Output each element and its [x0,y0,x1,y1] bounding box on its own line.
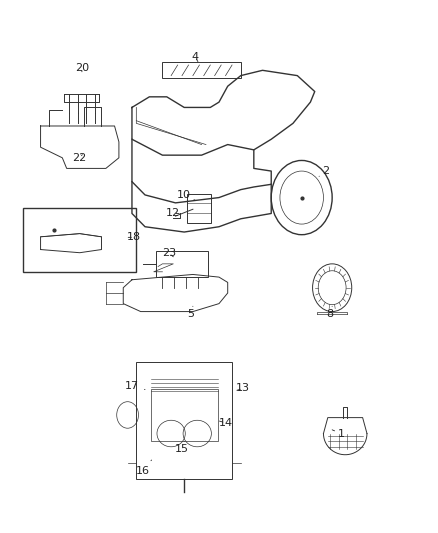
Text: 5: 5 [187,306,194,319]
Bar [156,251,208,277]
Text: 1: 1 [332,429,344,439]
Text: 16: 16 [136,460,152,475]
Text: 12: 12 [166,208,180,219]
Text: 4: 4 [191,52,198,62]
Text: 22: 22 [73,153,87,163]
Bar [136,362,232,479]
Text: 2: 2 [319,166,329,176]
Text: 17: 17 [125,381,145,391]
Text: 10: 10 [177,190,195,200]
Text: 14: 14 [219,418,233,428]
Text: 23: 23 [162,248,176,259]
Text: 15: 15 [175,441,189,455]
Bar [162,62,241,78]
Bar [187,193,212,223]
Bar [23,208,136,272]
Text: 8: 8 [326,306,334,319]
Text: 18: 18 [127,232,141,243]
Text: 13: 13 [236,383,250,393]
Text: 20: 20 [75,63,89,72]
Bar [151,389,218,441]
